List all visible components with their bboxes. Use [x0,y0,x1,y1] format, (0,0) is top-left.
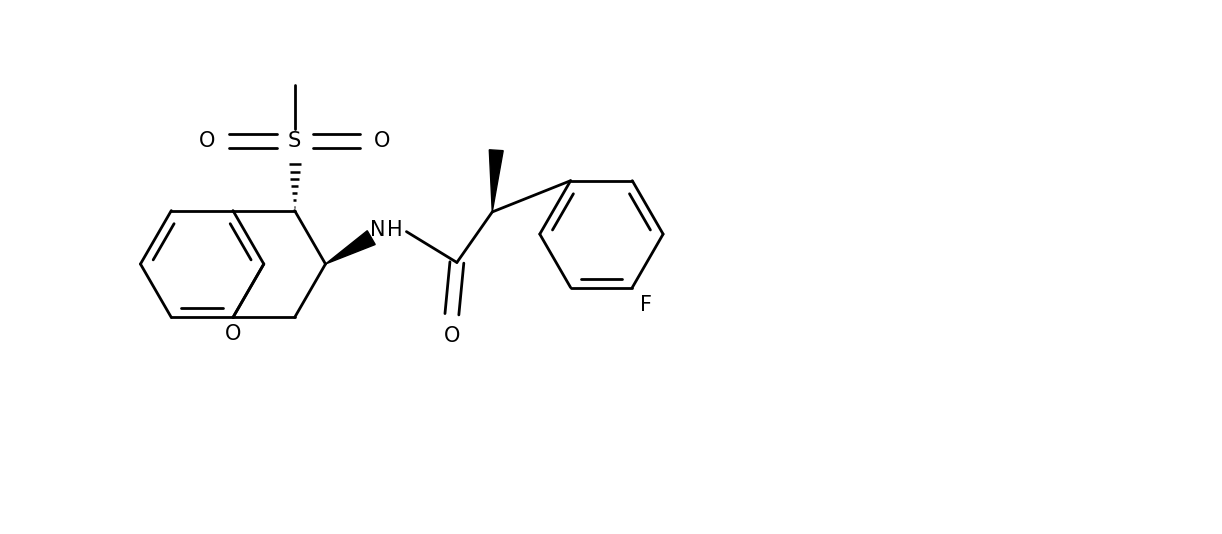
Text: N: N [369,219,385,240]
Text: O: O [199,131,215,151]
Text: O: O [444,326,461,346]
Polygon shape [489,150,503,212]
Text: F: F [640,295,653,316]
Text: H: H [386,219,402,240]
Text: O: O [374,131,391,151]
Text: O: O [225,324,241,344]
Text: S: S [288,131,302,151]
Polygon shape [325,231,375,264]
